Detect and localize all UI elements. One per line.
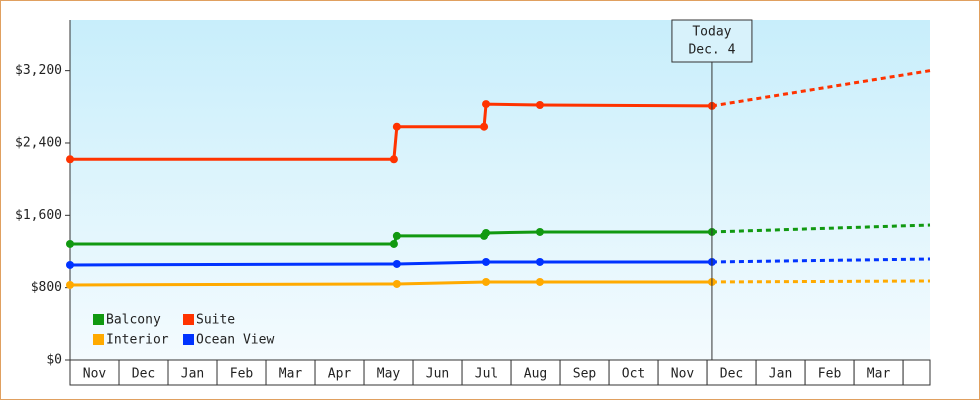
legend-label: Interior	[106, 333, 169, 348]
x-tick-label: Apr	[328, 367, 352, 382]
x-tick-label: May	[377, 367, 401, 382]
projected-line	[711, 279, 931, 284]
x-tick-label: Jun	[426, 367, 449, 382]
month-cell	[902, 359, 931, 386]
x-tick-label: Jan	[181, 367, 204, 382]
projected-line	[711, 257, 931, 264]
legend-swatch	[183, 314, 194, 325]
x-tick-label: Mar	[867, 367, 891, 382]
today-box	[671, 19, 753, 63]
price-point	[389, 239, 398, 248]
price-point	[392, 122, 401, 131]
y-tick-label: $1,600	[15, 208, 62, 223]
today-label: Today	[692, 25, 731, 40]
price-point	[66, 260, 74, 269]
price-point	[482, 277, 491, 286]
price-point	[482, 100, 491, 109]
price-point	[482, 257, 491, 266]
plot-area	[70, 20, 930, 360]
price-point	[480, 122, 489, 131]
price-point	[392, 231, 401, 240]
y-tick-label: $800	[31, 280, 62, 295]
y-tick-label: $2,400	[15, 135, 62, 150]
price-point	[535, 101, 544, 109]
price-point	[535, 277, 544, 286]
x-tick-label: Dec	[720, 367, 743, 382]
x-tick-label: Aug	[524, 367, 547, 382]
x-tick-label: Oct	[622, 367, 645, 382]
x-tick-label: Dec	[132, 367, 155, 382]
legend-label: Ocean View	[196, 333, 274, 348]
price-point	[66, 239, 74, 248]
price-point	[392, 259, 401, 268]
x-tick-label: Jul	[475, 367, 498, 382]
price-point	[66, 280, 74, 289]
projected-line	[711, 69, 931, 108]
legend-label: Balcony	[106, 313, 161, 328]
price-point	[535, 227, 544, 236]
price-point	[66, 155, 74, 164]
price-point	[389, 155, 398, 164]
x-tick-label: Feb	[818, 367, 842, 382]
x-tick-label: Feb	[230, 367, 254, 382]
x-tick-label: Mar	[279, 367, 303, 382]
x-tick-label: Nov	[671, 367, 695, 382]
x-tick-label: Nov	[83, 367, 107, 382]
projected-line	[711, 223, 931, 234]
y-tick-label: $3,200	[15, 63, 62, 78]
legend-swatch	[183, 334, 194, 345]
legend-swatch	[93, 314, 104, 325]
x-tick-label: Sep	[573, 367, 597, 382]
legend-swatch	[93, 334, 104, 345]
price-point	[535, 257, 544, 266]
legend-label: Suite	[196, 313, 235, 328]
price-point	[482, 228, 491, 237]
x-tick-label: Jan	[769, 367, 792, 382]
price-point	[392, 279, 401, 288]
y-tick-label: $0	[46, 353, 62, 368]
today-date: Dec. 4	[688, 43, 735, 58]
